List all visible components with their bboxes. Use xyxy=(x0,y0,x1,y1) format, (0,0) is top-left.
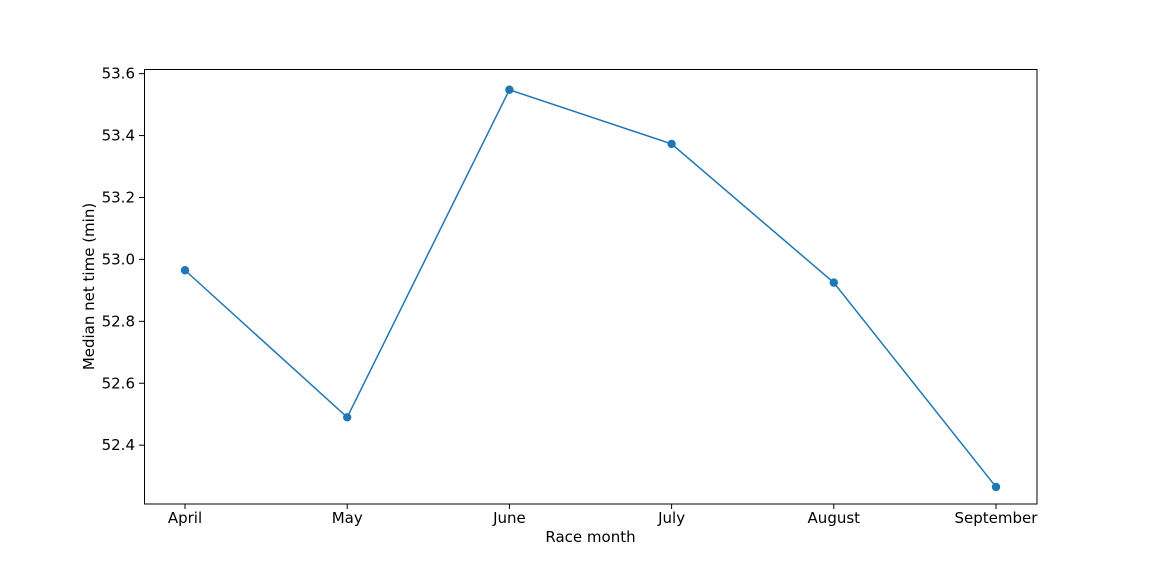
y-tick-label: 53.0 xyxy=(102,250,135,268)
y-tick-label: 52.4 xyxy=(102,436,135,454)
x-tick-label: July xyxy=(657,509,685,527)
series-line xyxy=(184,88,997,488)
x-tick-label: August xyxy=(808,509,861,527)
data-point-september xyxy=(991,482,1001,492)
data-point-august xyxy=(829,278,838,287)
x-tick-label: June xyxy=(492,509,526,527)
y-axis-label: Median net time (min) xyxy=(80,203,98,370)
data-point-june xyxy=(505,85,514,94)
y-tick-label: 52.6 xyxy=(102,374,135,392)
data-point-may xyxy=(343,413,352,422)
ticks: April May June July August September 52.4 52.6 5… xyxy=(102,65,1039,527)
x-tick-label: September xyxy=(955,509,1039,527)
y-tick-label: 53.4 xyxy=(102,127,135,145)
data-point-july xyxy=(667,139,676,149)
series xyxy=(180,85,1001,492)
x-axis-label: Race month xyxy=(545,528,635,546)
plot-frame xyxy=(144,69,1038,505)
y-tick-label: 52.8 xyxy=(102,312,135,330)
y-tick-label: 53.6 xyxy=(102,65,135,83)
y-tick-label: 53.2 xyxy=(102,188,135,206)
x-tick-label: April xyxy=(168,509,202,527)
x-tick-label: May xyxy=(332,509,363,527)
data-point-april xyxy=(180,266,190,275)
plot-area xyxy=(144,69,1037,504)
